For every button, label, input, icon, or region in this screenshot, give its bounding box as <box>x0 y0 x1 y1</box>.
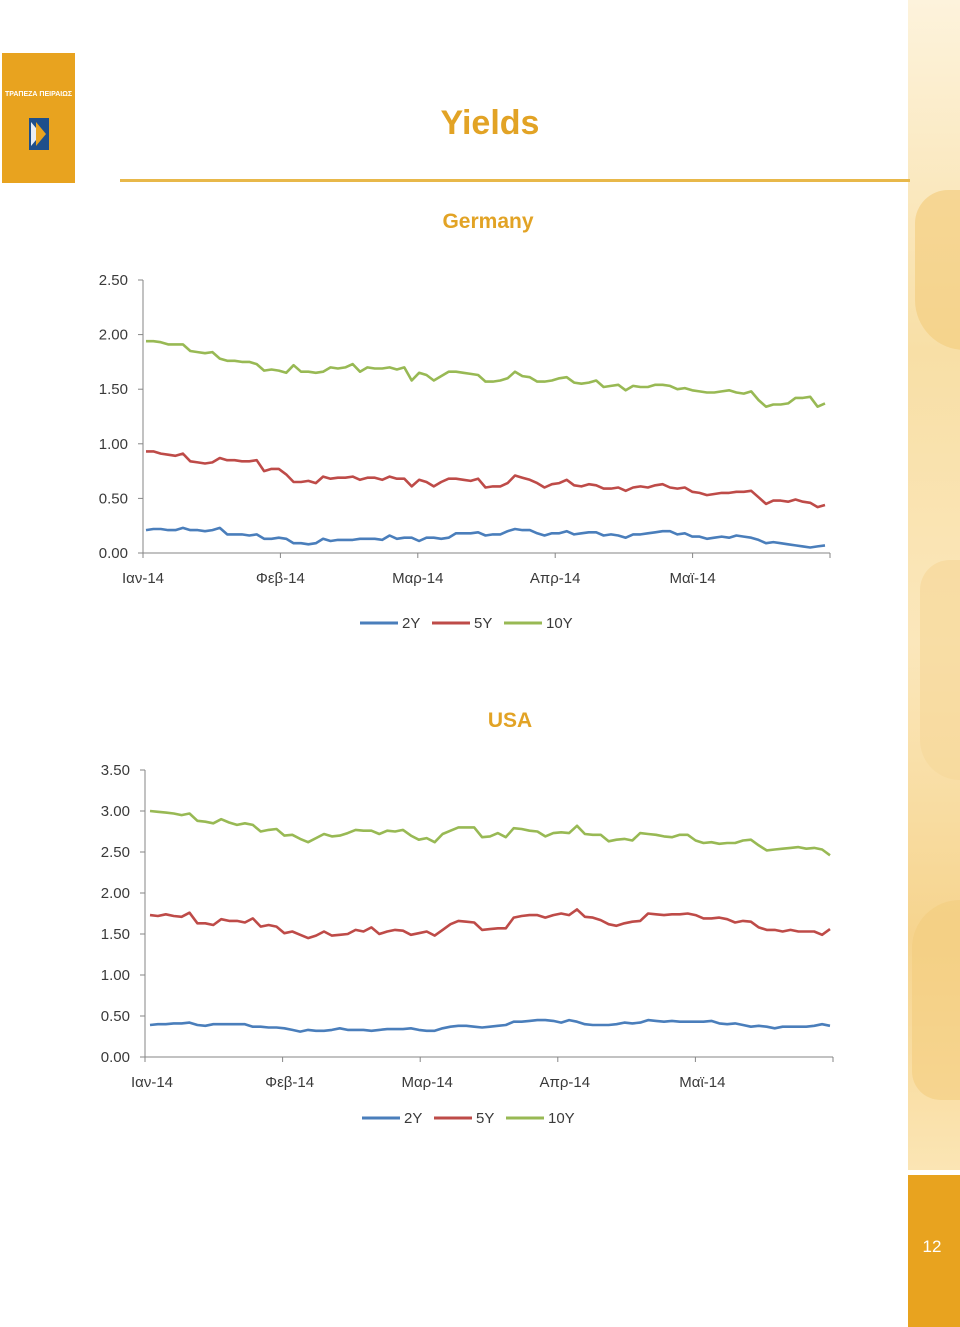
x-tick-label: Φεβ-14 <box>256 570 305 587</box>
series-line-10y <box>149 809 831 857</box>
y-tick-label: 3.00 <box>101 803 130 820</box>
bank-logo: ΤΡΑΠΕΖΑ ΠΕΙΡΑΙΩΣ <box>2 53 75 183</box>
y-tick-label: 2.00 <box>99 327 128 344</box>
series-line-2y <box>145 526 826 549</box>
y-tick-label: 0.00 <box>99 545 128 562</box>
chart-title-usa: USA <box>487 709 533 732</box>
y-tick-label: 2.50 <box>101 844 130 861</box>
legend-label-10y: 10Y <box>548 1110 575 1127</box>
series-line-2y <box>149 1018 831 1033</box>
legend-label-2y: 2Y <box>404 1110 422 1127</box>
logo-text: ΤΡΑΠΕΖΑ ΠΕΙΡΑΙΩΣ <box>4 91 73 98</box>
page-number: 12 <box>922 1237 942 1256</box>
x-tick-label: Μαϊ-14 <box>670 570 716 587</box>
y-tick-label: 1.00 <box>99 436 128 453</box>
y-tick-label: 1.50 <box>99 381 128 398</box>
y-tick-label: 3.50 <box>101 762 130 779</box>
decorative-watercolor-blob <box>912 900 960 1100</box>
decorative-watercolor-blob <box>920 560 960 780</box>
y-tick-label: 1.00 <box>101 967 130 984</box>
series-line-10y <box>146 339 826 409</box>
decorative-watercolor-blob <box>915 190 960 350</box>
x-tick-label: Μαρ-14 <box>402 1074 453 1091</box>
y-tick-label: 0.50 <box>99 490 128 507</box>
x-tick-label: Απρ-14 <box>530 570 581 587</box>
y-tick-label: 0.00 <box>101 1049 130 1066</box>
y-tick-label: 2.00 <box>101 885 130 902</box>
y-tick-label: 2.50 <box>99 272 128 289</box>
chart-title-germany: Germany <box>442 210 534 233</box>
x-tick-label: Ιαν-14 <box>131 1074 173 1091</box>
legend-label-10y: 10Y <box>546 615 573 632</box>
page-number-box <box>908 1175 960 1327</box>
x-tick-label: Ιαν-14 <box>122 570 164 587</box>
title-divider <box>120 179 910 182</box>
legend-label-2y: 2Y <box>402 615 420 632</box>
x-tick-label: Φεβ-14 <box>265 1074 314 1091</box>
page-title: Yields <box>440 104 540 142</box>
legend-label-5y: 5Y <box>476 1110 494 1127</box>
y-tick-label: 1.50 <box>101 926 130 943</box>
series-line-5y <box>146 450 826 509</box>
bank-logo-icon <box>29 118 49 150</box>
y-tick-label: 0.50 <box>101 1008 130 1025</box>
series-line-5y <box>149 908 831 940</box>
x-tick-label: Απρ-14 <box>540 1074 591 1091</box>
x-tick-label: Μαρ-14 <box>392 570 443 587</box>
legend-label-5y: 5Y <box>474 615 492 632</box>
x-tick-label: Μαϊ-14 <box>679 1074 725 1091</box>
